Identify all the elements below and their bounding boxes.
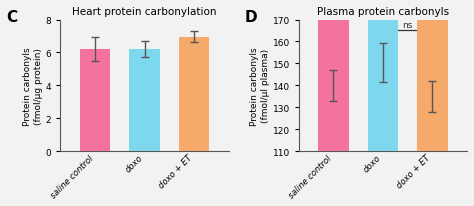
Bar [417, 0, 448, 152]
Title: Heart protein carbonylation: Heart protein carbonylation [72, 7, 217, 17]
Bar [417, 97, 448, 152]
Text: C: C [7, 10, 18, 25]
Bar [318, 0, 349, 152]
Bar [367, 63, 398, 152]
Bar [179, 38, 210, 152]
Text: ns: ns [402, 21, 413, 30]
Title: Plasma protein carbonyls: Plasma protein carbonyls [317, 7, 449, 17]
Y-axis label: Protein carbonyls
(fmol/µg protein): Protein carbonyls (fmol/µg protein) [23, 47, 43, 125]
Y-axis label: Protein carbonyls
(fmol/µl plasma): Protein carbonyls (fmol/µl plasma) [250, 47, 270, 125]
Bar [80, 50, 110, 152]
Text: D: D [245, 10, 257, 25]
Bar [367, 0, 398, 152]
Bar [318, 86, 349, 152]
Bar [129, 50, 160, 152]
